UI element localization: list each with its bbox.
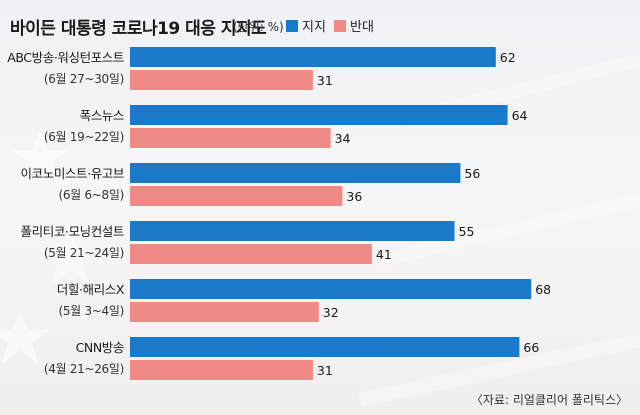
legend-item-support: 지지: [286, 16, 326, 35]
data-label-support: 62: [500, 50, 516, 65]
bar-oppose: [130, 70, 313, 90]
category-period: (6월 6~8일): [58, 188, 124, 202]
data-label-support: 55: [459, 224, 475, 239]
category-period: (4월 21~26일): [44, 362, 124, 376]
category-period: (6월 19~22일): [44, 130, 124, 144]
category-period: (6월 27~30일): [44, 72, 124, 86]
bar-oppose: [130, 360, 313, 380]
bar-support: [130, 47, 496, 67]
data-label-oppose: 36: [346, 189, 362, 204]
category-period: (5월 21~24일): [44, 246, 124, 260]
bar-oppose: [130, 244, 372, 264]
category-label: 폴리티코·모닝컨설트: [21, 224, 124, 239]
data-label-support: 64: [512, 108, 528, 123]
data-label-support: 68: [535, 282, 551, 297]
category-label: CNN방송: [76, 340, 124, 355]
legend-swatch-oppose: [334, 19, 346, 32]
bar-support: [130, 163, 461, 183]
category-period: (5월 3~4일): [58, 304, 124, 318]
category-label: ABC방송·워싱턴포스트: [7, 50, 124, 65]
source-note: 〈자료: 리얼클리어 폴리틱스〉: [470, 393, 628, 407]
data-label-oppose: 41: [376, 247, 392, 262]
bar-support: [130, 221, 455, 241]
category-label: 이코노미스트·유고브: [21, 166, 124, 181]
bar-oppose: [130, 186, 343, 206]
bar-support: [130, 337, 520, 357]
bar-oppose: [130, 302, 319, 322]
legend-label-oppose: 반대: [350, 20, 374, 35]
category-label: 폭스뉴스: [80, 108, 124, 123]
legend-swatch-support: [286, 19, 298, 32]
data-label-oppose: 34: [335, 131, 351, 146]
data-label-oppose: 31: [317, 363, 333, 378]
chart-title: 바이든 대통령 코로나19 대응 지지도: [10, 19, 267, 39]
data-label-support: 56: [464, 166, 480, 181]
bar-support: [130, 279, 532, 299]
category-label: 더힐·해리스X: [57, 282, 125, 297]
unit-label: (단위: %): [233, 20, 284, 34]
data-label-oppose: 31: [317, 73, 333, 88]
legend-item-oppose: 반대: [334, 16, 374, 35]
bar-support: [130, 105, 508, 125]
data-label-support: 66: [523, 340, 539, 355]
legend-label-support: 지지: [302, 20, 326, 35]
bar-oppose: [130, 128, 331, 148]
data-label-oppose: 32: [323, 305, 339, 320]
